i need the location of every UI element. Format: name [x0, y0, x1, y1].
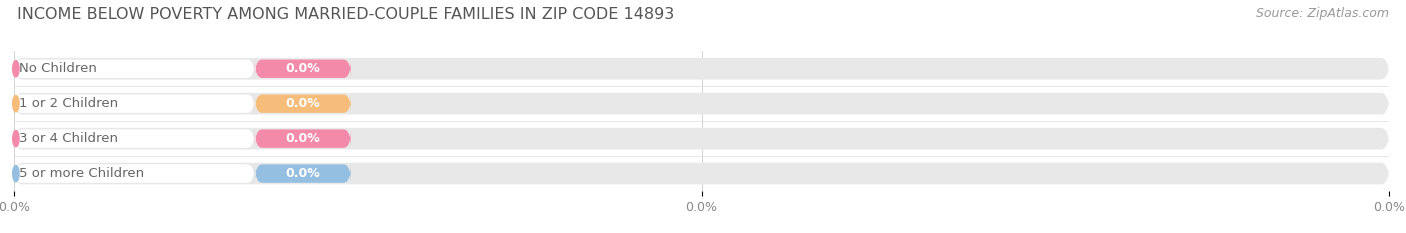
FancyBboxPatch shape — [14, 128, 1389, 150]
Text: 3 or 4 Children: 3 or 4 Children — [18, 132, 118, 145]
Text: No Children: No Children — [18, 62, 97, 75]
Text: 1 or 2 Children: 1 or 2 Children — [18, 97, 118, 110]
FancyBboxPatch shape — [14, 59, 254, 79]
FancyBboxPatch shape — [254, 129, 352, 149]
Text: 0.0%: 0.0% — [285, 167, 321, 180]
Text: INCOME BELOW POVERTY AMONG MARRIED-COUPLE FAMILIES IN ZIP CODE 14893: INCOME BELOW POVERTY AMONG MARRIED-COUPL… — [17, 7, 673, 22]
Circle shape — [13, 96, 20, 112]
Text: Source: ZipAtlas.com: Source: ZipAtlas.com — [1256, 7, 1389, 20]
FancyBboxPatch shape — [14, 163, 1389, 185]
Circle shape — [13, 165, 20, 182]
FancyBboxPatch shape — [14, 94, 254, 114]
FancyBboxPatch shape — [254, 59, 352, 79]
Text: 0.0%: 0.0% — [285, 97, 321, 110]
FancyBboxPatch shape — [254, 94, 352, 114]
FancyBboxPatch shape — [254, 164, 352, 184]
FancyBboxPatch shape — [14, 93, 1389, 115]
Text: 0.0%: 0.0% — [285, 132, 321, 145]
Circle shape — [13, 130, 20, 147]
FancyBboxPatch shape — [14, 164, 254, 184]
Text: 0.0%: 0.0% — [285, 62, 321, 75]
FancyBboxPatch shape — [14, 58, 1389, 80]
Text: 5 or more Children: 5 or more Children — [18, 167, 143, 180]
Circle shape — [13, 61, 20, 77]
FancyBboxPatch shape — [14, 129, 254, 149]
